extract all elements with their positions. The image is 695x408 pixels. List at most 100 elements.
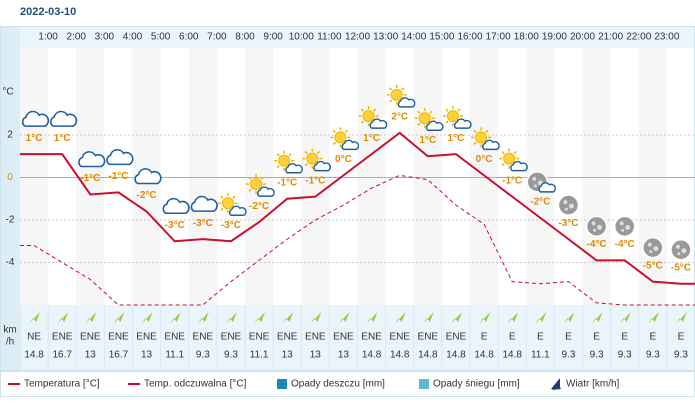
temperature-line [20, 131, 695, 285]
wind-speed: 14.8 [390, 350, 410, 361]
weather-icon [302, 148, 332, 172]
wind-direction: ENE [418, 332, 439, 343]
wind-direction: NE [27, 332, 41, 343]
hour-label: 2:00 [67, 32, 87, 43]
weather-icon [78, 151, 106, 168]
weather-icon [585, 215, 608, 238]
wind-arrow [479, 312, 491, 324]
weather-icon [134, 168, 162, 185]
wind-speed: 9.3 [618, 350, 632, 361]
moon-spot [675, 244, 680, 249]
hour-label: 23:00 [654, 32, 679, 43]
wind-speed: 11.1 [531, 350, 550, 361]
wind-arrow [591, 312, 603, 324]
column-stripe [20, 48, 49, 305]
temperature-label: -1°C [305, 175, 325, 186]
column-stripe [582, 48, 611, 305]
hour-label: 9:00 [263, 32, 283, 43]
sun-ray [372, 108, 377, 112]
weather-icon [414, 108, 444, 131]
wind-arrow [563, 312, 575, 324]
wind-arrow [450, 312, 462, 324]
wind-speed: 14.8 [502, 350, 522, 361]
weather-icon [190, 195, 218, 212]
hour-label: 6:00 [179, 32, 199, 43]
wind-unit: km [3, 325, 16, 336]
wind-arrow [282, 312, 294, 324]
sun-ray [220, 195, 224, 199]
wind-speed: 14.8 [24, 350, 44, 361]
weather-icon [106, 149, 134, 166]
moon-spot [593, 228, 597, 232]
wind-direction: ENE [193, 332, 214, 343]
wind-speed: 14.8 [418, 350, 438, 361]
sun-icon [278, 154, 291, 167]
sun-ray [260, 176, 264, 180]
weather-icon [442, 106, 472, 129]
wind-direction: E [649, 332, 656, 343]
wind-arrow [254, 312, 266, 324]
temperature-label: 1°C [54, 133, 71, 144]
wind-speed: 13 [338, 350, 350, 361]
sun-ray [501, 151, 505, 155]
wind-speed: 9.3 [196, 350, 210, 361]
hour-label: 13:00 [373, 32, 398, 43]
wind-direction: E [678, 332, 685, 343]
hour-label: 20:00 [570, 32, 595, 43]
y-tick-label: 2 [7, 130, 13, 141]
cloud-icon [50, 110, 78, 127]
wind-arrow [310, 312, 322, 324]
moon-spot [533, 184, 537, 188]
wind-arrow [29, 312, 41, 324]
sun-icon [334, 131, 347, 144]
hour-label: 5:00 [151, 32, 171, 43]
hour-label: 1:00 [38, 32, 58, 43]
moon-spot [563, 200, 568, 205]
wind-direction: E [481, 332, 488, 343]
wind-speed: 13 [141, 350, 153, 361]
sun-icon [446, 110, 459, 123]
sun-ray [429, 110, 433, 114]
sun-icon [390, 88, 403, 101]
wind-direction: ENE [305, 332, 326, 343]
hour-label: 16:00 [457, 32, 482, 43]
sun-ray [288, 153, 292, 157]
sun-ray [276, 153, 280, 157]
moon-icon [642, 236, 664, 259]
sun-ray [501, 163, 505, 167]
temperature-label: -5°C [643, 260, 663, 271]
cloud-icon [482, 139, 500, 151]
hour-label: 17:00 [486, 32, 511, 43]
sun-ray [232, 195, 236, 199]
sun-icon [503, 152, 516, 165]
hour-label: 12:00 [345, 32, 370, 43]
temperature-label: 2°C [391, 112, 408, 123]
temperature-label: -5°C [671, 262, 691, 273]
y-tick-label: -2 [6, 215, 15, 226]
cloud-icon [397, 97, 416, 108]
sun-icon [418, 112, 431, 125]
moon-spot [625, 224, 631, 230]
temperature-label: -3°C [165, 220, 185, 231]
y-axis-label: °C [2, 87, 13, 98]
temperature-label: -3°C [193, 218, 213, 229]
cloud-icon [369, 118, 388, 129]
sun-ray [360, 120, 365, 124]
wind-speed: 14.8 [362, 350, 382, 361]
sun-ray [513, 151, 517, 155]
hour-row [20, 26, 695, 48]
sun-ray [344, 129, 349, 133]
cloud-icon [190, 195, 218, 212]
sun-ray [389, 99, 393, 103]
moon-icon [585, 215, 608, 238]
wind-speed: 11.1 [165, 350, 184, 361]
sun-ray [485, 129, 489, 133]
cloud-icon [257, 186, 275, 197]
moon-spot [647, 242, 652, 247]
hour-label: 4:00 [123, 32, 143, 43]
cloud-icon [425, 120, 444, 131]
hour-label: 11:00 [317, 32, 342, 43]
temperature-label: -1°C [502, 175, 522, 186]
weather-icon [670, 239, 692, 261]
sun-ray [360, 108, 365, 112]
